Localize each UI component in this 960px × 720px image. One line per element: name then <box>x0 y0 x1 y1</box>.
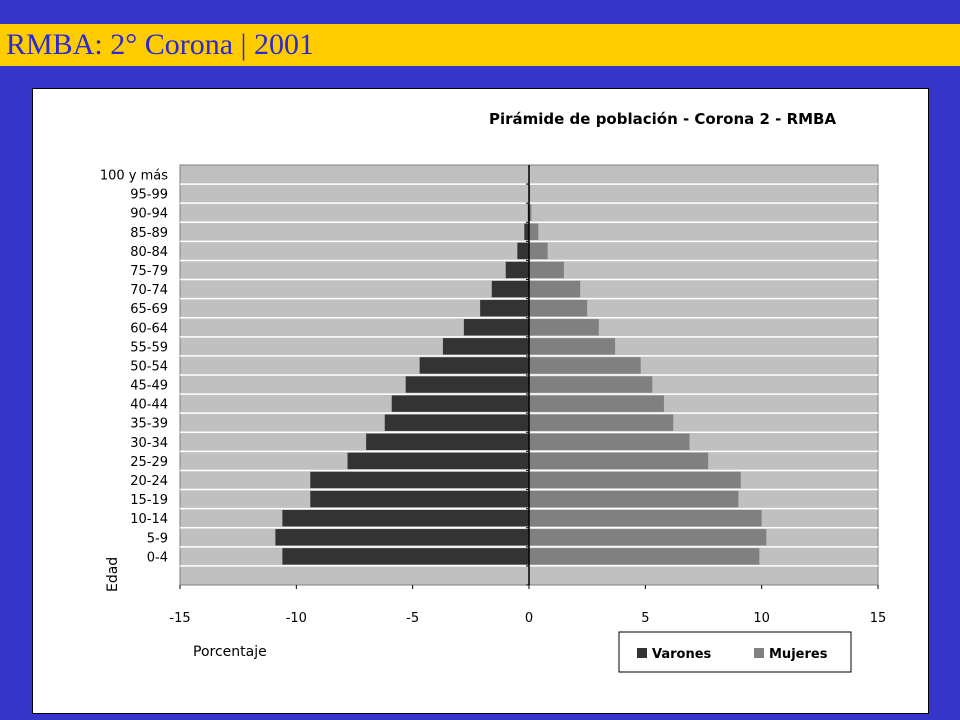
bar-varones-35-39 <box>384 414 529 431</box>
bar-mujeres-60-64 <box>529 319 599 336</box>
bar-varones-20-24 <box>310 471 529 489</box>
chart-title: Pirámide de población - Corona 2 - RMBA <box>489 110 836 128</box>
y-tick-label: 40-44 <box>130 398 168 413</box>
x-tick-label: -10 <box>286 611 307 626</box>
y-tick-label: 35-39 <box>130 417 168 432</box>
bar-mujeres-10-14 <box>529 509 762 527</box>
bar-mujeres-80-84 <box>529 242 548 260</box>
legend-box <box>618 631 852 673</box>
bar-varones-70-74 <box>491 280 529 298</box>
bar-varones-25-29 <box>347 452 529 470</box>
bar-mujeres-45-49 <box>529 376 653 393</box>
legend-label-mujeres: Mujeres <box>769 647 828 662</box>
bar-varones-80-84 <box>517 242 529 260</box>
bar-mujeres-55-59 <box>529 338 616 355</box>
page-title: RMBA: 2° Corona | 2001 <box>6 28 315 61</box>
bar-mujeres-20-24 <box>529 471 741 489</box>
y-tick-label: 10-14 <box>130 512 168 527</box>
y-tick-label: 55-59 <box>130 340 168 355</box>
legend: Varones Mujeres <box>618 631 852 673</box>
bar-mujeres-35-39 <box>529 414 674 431</box>
y-tick-label: 45-49 <box>130 379 168 394</box>
plot-area: 0-4 5-9 10-14 15-19 20-24 25-29 30-34 35-39 40-4… <box>100 164 887 626</box>
bar-mujeres-75-79 <box>529 261 564 279</box>
legend-label-varones: Varones <box>652 647 712 662</box>
y-tick-label: 95-99 <box>130 188 168 203</box>
bar-mujeres-65-69 <box>529 299 588 317</box>
x-tick-label: 10 <box>753 611 770 626</box>
y-tick-label: 60-64 <box>130 321 168 336</box>
bar-varones-85-89 <box>524 223 529 241</box>
population-pyramid-chart: Pirámide de población - Corona 2 - RMBA … <box>100 110 887 673</box>
bar-varones-30-34 <box>366 433 529 451</box>
legend-swatch-varones <box>637 648 647 658</box>
bar-varones-50-54 <box>419 357 529 374</box>
y-tick-label: 0-4 <box>147 550 168 565</box>
bar-varones-55-59 <box>442 338 529 355</box>
bar-mujeres-15-19 <box>529 490 739 508</box>
bar-varones-40-44 <box>391 395 529 412</box>
bar-varones-5-9 <box>275 529 529 546</box>
bar-mujeres-40-44 <box>529 395 664 412</box>
x-tick-label: -15 <box>169 611 190 626</box>
bar-mujeres-25-29 <box>529 452 709 470</box>
bar-varones-10-14 <box>282 509 529 527</box>
bar-varones-0-4 <box>282 548 529 565</box>
x-tick-label: 15 <box>870 611 887 626</box>
bar-varones-60-64 <box>463 319 529 336</box>
y-tick-label: 50-54 <box>130 359 168 374</box>
y-tick-label: 100 y más <box>100 169 168 184</box>
y-tick-label: 20-24 <box>130 474 168 489</box>
bar-mujeres-50-54 <box>529 357 641 374</box>
bar-varones-45-49 <box>405 376 529 393</box>
legend-swatch-mujeres <box>754 648 764 658</box>
x-tick-label: -5 <box>406 611 419 626</box>
y-axis-label: Edad <box>105 557 121 592</box>
y-tick-label: 65-69 <box>130 302 168 317</box>
bar-mujeres-90-94 <box>529 204 532 221</box>
title-bar: RMBA: 2° Corona | 2001 <box>0 24 960 66</box>
chart-panel: Pirámide de población - Corona 2 - RMBA … <box>32 88 929 714</box>
y-tick-label: 85-89 <box>130 226 168 241</box>
x-axis-label: Porcentaje <box>193 644 267 660</box>
y-tick-label: 80-84 <box>130 245 168 260</box>
bar-varones-15-19 <box>310 490 529 508</box>
y-tick-label: 70-74 <box>130 283 168 298</box>
x-tick-label: 0 <box>525 611 533 626</box>
bar-mujeres-70-74 <box>529 280 581 298</box>
bar-mujeres-85-89 <box>529 223 539 241</box>
bar-mujeres-0-4 <box>529 548 760 565</box>
y-tick-label: 30-34 <box>130 436 168 451</box>
y-tick-label: 25-29 <box>130 455 168 470</box>
bar-mujeres-30-34 <box>529 433 690 451</box>
y-tick-label: 15-19 <box>130 493 168 508</box>
y-tick-label: 5-9 <box>147 531 168 546</box>
bar-mujeres-5-9 <box>529 529 767 546</box>
x-tick-label: 5 <box>641 611 649 626</box>
bar-varones-75-79 <box>505 261 529 279</box>
y-tick-label: 90-94 <box>130 207 168 222</box>
bar-varones-65-69 <box>480 299 529 317</box>
y-tick-label: 75-79 <box>130 264 168 279</box>
